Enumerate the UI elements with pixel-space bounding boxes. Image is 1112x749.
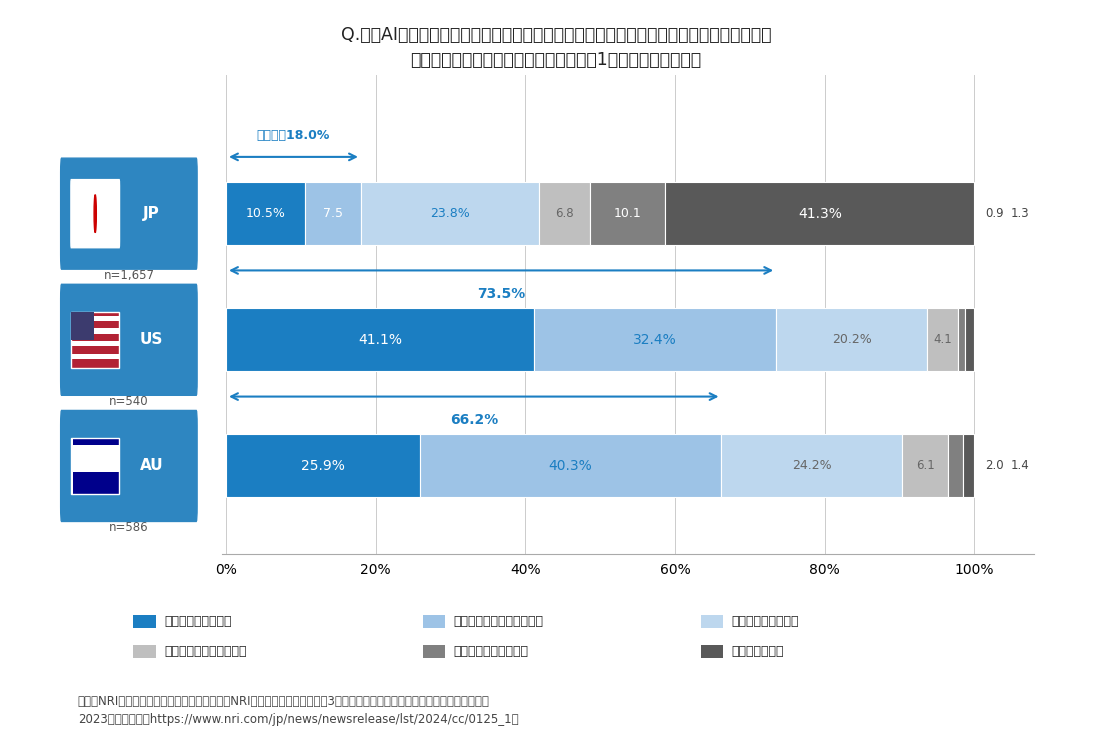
Text: 1.4: 1.4 — [1010, 459, 1029, 473]
FancyBboxPatch shape — [71, 180, 119, 248]
Text: n=586: n=586 — [109, 521, 149, 535]
Text: 整備に関わらず導入未定: 整備に関わらず導入未定 — [165, 645, 247, 658]
Text: 不要ため未導入: 不要ため未導入 — [732, 645, 784, 658]
Text: 66.2%: 66.2% — [449, 413, 498, 427]
Text: 2.0: 2.0 — [985, 459, 1004, 473]
Text: 73.5%: 73.5% — [477, 287, 525, 301]
Text: 整備の上、導入済み: 整備の上、導入済み — [165, 615, 232, 628]
Bar — [957, 309, 964, 372]
Text: JP: JP — [143, 206, 160, 221]
Text: 出所：NRIセキュアテクノロジーズ株式会社「NRIセキュア、日・米・豪の3か国で「企業における情報セキュリティ実態調査: 出所：NRIセキュアテクノロジーズ株式会社「NRIセキュア、日・米・豪の3か国で… — [78, 695, 489, 708]
Bar — [420, 434, 722, 497]
Bar — [71, 444, 119, 460]
Text: US: US — [140, 333, 163, 348]
Text: 32.4%: 32.4% — [633, 333, 677, 347]
Text: 41.1%: 41.1% — [358, 333, 401, 347]
Text: 0.9: 0.9 — [985, 207, 1004, 220]
Text: 4.1: 4.1 — [933, 333, 952, 346]
Text: n=540: n=540 — [109, 395, 149, 408]
Bar — [534, 309, 776, 372]
FancyBboxPatch shape — [61, 158, 197, 269]
Bar — [305, 182, 360, 245]
Text: Q.生成AIサービスについて、セキュリティルールを整備の上、導入・検討していますか。: Q.生成AIサービスについて、セキュリティルールを整備の上、導入・検討しています… — [340, 26, 772, 44]
Text: 6.8: 6.8 — [555, 207, 574, 220]
Text: 1.3: 1.3 — [1010, 207, 1029, 220]
Text: 41.3%: 41.3% — [798, 207, 842, 221]
Text: 10.5%: 10.5% — [246, 207, 286, 220]
Bar — [963, 434, 974, 497]
Text: 2023」を実施」（https://www.nri.com/jp/news/newsrelease/lst/2024/cc/0125_1）: 2023」を実施」（https://www.nri.com/jp/news/ne… — [78, 713, 518, 726]
Bar — [71, 354, 119, 359]
Text: 整備の上、導入未定: 整備の上、導入未定 — [732, 615, 800, 628]
Bar — [722, 434, 903, 497]
Bar — [949, 434, 963, 497]
Text: 40.3%: 40.3% — [549, 459, 593, 473]
Bar — [226, 182, 305, 245]
Text: 20.2%: 20.2% — [832, 333, 872, 346]
Text: 24.2%: 24.2% — [792, 459, 832, 473]
Text: 23.8%: 23.8% — [430, 207, 469, 220]
Bar — [665, 182, 974, 245]
Bar — [903, 434, 949, 497]
Bar — [964, 309, 974, 372]
Text: 6.1: 6.1 — [916, 459, 935, 473]
Bar — [71, 457, 119, 473]
Bar — [71, 329, 119, 333]
Bar — [589, 182, 665, 245]
Bar — [226, 309, 534, 372]
FancyBboxPatch shape — [71, 312, 119, 368]
Text: 利用禁止のため未導入: 利用禁止のため未導入 — [454, 645, 528, 658]
Bar — [71, 312, 93, 340]
Bar — [71, 341, 119, 346]
Bar — [776, 309, 927, 372]
Text: 整備していないが導入済み: 整備していないが導入済み — [454, 615, 544, 628]
Text: 10.1: 10.1 — [614, 207, 642, 220]
Text: 以下の中から最もよく当てはまるものを1つお選びください。: 以下の中から最もよく当てはまるものを1つお選びください。 — [410, 51, 702, 69]
FancyBboxPatch shape — [61, 410, 197, 521]
FancyBboxPatch shape — [61, 285, 197, 395]
Text: n=1,657: n=1,657 — [103, 269, 155, 282]
Bar — [360, 182, 539, 245]
Bar — [71, 451, 119, 466]
Bar — [927, 309, 957, 372]
Text: 7.5: 7.5 — [322, 207, 342, 220]
Bar — [539, 182, 589, 245]
Text: 導入済み18.0%: 導入済み18.0% — [257, 129, 330, 142]
Text: 25.9%: 25.9% — [301, 459, 345, 473]
Bar — [71, 316, 119, 321]
Circle shape — [95, 195, 97, 233]
Bar — [226, 434, 420, 497]
FancyBboxPatch shape — [71, 438, 119, 494]
Text: AU: AU — [139, 458, 163, 473]
